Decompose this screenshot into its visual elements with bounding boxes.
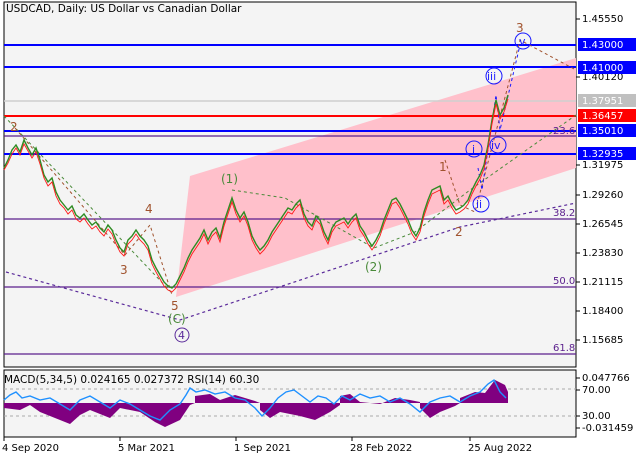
- fib-label-50-0: 50.0: [553, 276, 575, 287]
- y-tick-3: 1.29260: [582, 190, 623, 201]
- wave-label-i: i: [472, 143, 475, 156]
- y-tick-4: 1.26545: [582, 219, 623, 230]
- wave-label-iii: iii: [487, 70, 496, 83]
- fib-label-23-6: 23.6: [553, 126, 575, 137]
- wave-labels: 2 3 4 5 1 2 3 (C) (1) (2): [10, 21, 524, 326]
- wave-label-c: (C): [168, 312, 186, 326]
- y-tick-2: 1.31975: [582, 160, 623, 171]
- fib-labels: 23.6 38.2 50.0 61.8: [553, 126, 575, 354]
- wave-minor-path-up: [444, 39, 577, 213]
- wave-label-paren-1: (1): [221, 172, 238, 186]
- x-tick-4: 25 Aug 2022: [468, 443, 532, 454]
- wave-label-5: 5: [171, 299, 179, 313]
- ind-tick-0: 0.047766: [582, 373, 630, 384]
- y-tick-5: 1.23830: [582, 248, 623, 259]
- wave-label-2b: 2: [455, 225, 463, 239]
- x-tick-3: 28 Feb 2022: [350, 443, 412, 454]
- tag-132935: 1.32935: [582, 149, 623, 160]
- x-tick-1: 5 Mar 2021: [118, 443, 175, 454]
- y-tick-6: 1.21115: [582, 277, 623, 288]
- wave-label-iv: iv: [491, 139, 501, 152]
- wave-label-v: v: [519, 35, 526, 48]
- y-tick-7: 1.18400: [582, 306, 623, 317]
- x-tick-0: 4 Sep 2020: [2, 443, 59, 454]
- wave-minor-path-down: [14, 127, 173, 296]
- fib-label-61-8: 61.8: [553, 343, 575, 354]
- y-tick-1: 1.40120: [582, 72, 623, 83]
- wave-label-2: 2: [10, 120, 18, 134]
- tag-135010: 1.35010: [582, 126, 623, 137]
- tag-141000: 1.41000: [582, 63, 623, 74]
- tag-current-136457: 1.36457: [582, 111, 623, 122]
- x-tick-2: 1 Sep 2021: [234, 443, 291, 454]
- y-tick-0: 1.45550: [582, 14, 623, 25]
- tag-143000: 1.43000: [582, 40, 623, 51]
- indicator-axis: 0.047766 70.00 30.00 -0.031459: [576, 373, 633, 434]
- ind-tick-3: -0.031459: [582, 423, 633, 434]
- tag-bid-137951: 1.37951: [582, 96, 623, 107]
- trend-channel: [176, 58, 576, 297]
- wave-label-3b: 3: [516, 21, 524, 35]
- indicator-label: MACD(5,34,5) 0.024165 0.027372 RSI(14) 6…: [4, 374, 260, 386]
- wave-label-3: 3: [120, 263, 128, 277]
- ind-tick-1: 70.00: [582, 385, 611, 396]
- wave-label-circled-4: 4: [178, 329, 185, 342]
- time-axis: 4 Sep 2020 5 Mar 2021 1 Sep 2021 28 Feb …: [2, 437, 532, 454]
- wave-label-1: 1: [439, 160, 447, 174]
- wave-intermediate-path: [231, 114, 577, 249]
- price-candles: [3, 94, 509, 293]
- wave-label-4: 4: [145, 202, 153, 216]
- y-tick-8: 1.15685: [582, 335, 623, 346]
- wave-label-ii: ii: [476, 198, 482, 211]
- price-tags: 1.43000 1.41000 1.37951 1.36457 1.35010 …: [578, 38, 636, 160]
- circled-wave-labels: 4 i ii iii iv v: [174, 32, 532, 343]
- price-axis: 1.45550 1.40120 1.31975 1.29260 1.26545 …: [576, 14, 623, 346]
- wave-label-paren-2: (2): [365, 260, 382, 274]
- fib-label-38-2: 38.2: [553, 208, 575, 219]
- primary-trendline: [5, 202, 577, 321]
- macd-histogram: [4, 380, 508, 427]
- wave-c-trendline: [3, 115, 173, 294]
- ind-tick-2: 30.00: [582, 411, 611, 422]
- chart-title: USDCAD, Daily: US Dollar vs Canadian Dol…: [6, 3, 242, 15]
- rsi-line: [3, 378, 507, 421]
